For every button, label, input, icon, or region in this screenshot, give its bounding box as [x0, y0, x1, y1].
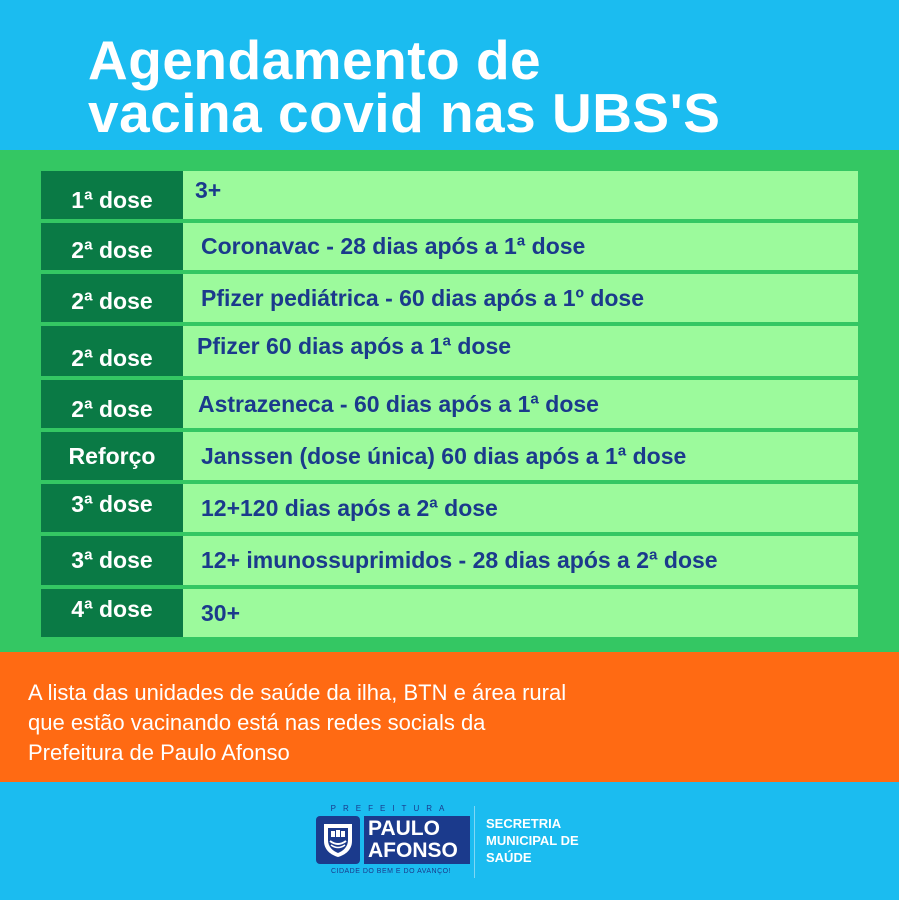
notice-line-3: Prefeitura de Paulo Afonso [28, 740, 290, 765]
table-row: 2ª dose Pfizer 60 dias após a 1ª dose [39, 324, 860, 378]
dose-cell: 3ª dose [41, 484, 183, 532]
dose-cell: 2ª dose [41, 223, 183, 270]
description-cell: Pfizer pediátrica - 60 dias após a 1º do… [183, 274, 858, 322]
footer-divider [474, 806, 475, 878]
secretaria-label: SECRETRIA MUNICIPAL DE SAÚDE [486, 815, 579, 866]
dose-cell: 1ª dose [41, 171, 183, 219]
description-cell: 3+ [183, 171, 858, 219]
dose-cell: 3ª dose [41, 536, 183, 585]
notice-line-2: que estão vacinando está nas redes socia… [28, 710, 486, 735]
table-row: 2ª dose Pfizer pediátrica - 60 dias após… [39, 272, 860, 324]
description-cell: Coronavac - 28 dias após a 1ª dose [183, 223, 858, 270]
description-cell: Janssen (dose única) 60 dias após a 1ª d… [183, 432, 858, 480]
table-row: Reforço Janssen (dose única) 60 dias apó… [39, 430, 860, 482]
description-cell: Pfizer 60 dias após a 1ª dose [183, 326, 858, 376]
description-cell: 12+ imunossuprimidos - 28 dias após a 2ª… [183, 536, 858, 585]
notice-banner [0, 652, 899, 782]
dose-cell: 4ª dose [41, 589, 183, 637]
header-banner [0, 0, 899, 150]
title-line-1: Agendamento de [88, 29, 542, 91]
dose-cell: Reforço [41, 432, 183, 480]
logo-name-line-2: AFONSO [368, 839, 458, 862]
table-row: 3ª dose 12+ imunossuprimidos - 28 dias a… [39, 534, 860, 587]
page-title: Agendamento de vacina covid nas UBS'S [88, 29, 721, 144]
logo-top-text: PREFEITURA [330, 804, 452, 813]
table-row: 2ª dose Astrazeneca - 60 dias após a 1ª … [39, 378, 860, 430]
logo-slogan: CIDADE DO BEM E DO AVANÇO! [330, 868, 452, 875]
dose-cell: 2ª dose [41, 274, 183, 322]
title-line-2: vacina covid nas UBS'S [88, 82, 721, 144]
table-row: 2ª dose Coronavac - 28 dias após a 1ª do… [39, 221, 860, 272]
description-cell: 30+ [183, 589, 858, 637]
table-row: 4ª dose 30+ [39, 587, 860, 639]
secretaria-line-2: MUNICIPAL DE [486, 833, 579, 848]
notice-line-1: A lista das unidades de saúde da ilha, B… [28, 680, 567, 705]
secretaria-line-3: SAÚDE [486, 850, 532, 865]
dose-cell: 2ª dose [41, 326, 183, 376]
prefeitura-logo: PREFEITURA PAULO AFONSO CIDADE DO BEM E … [312, 804, 470, 882]
description-cell: Astrazeneca - 60 dias após a 1ª dose [183, 380, 858, 428]
table-row: 1ª dose 3+ [39, 169, 860, 221]
crest-icon [316, 816, 360, 864]
secretaria-line-1: SECRETRIA [486, 816, 562, 831]
description-cell: 12+120 dias após a 2ª dose [183, 484, 858, 532]
logo-name-line-1: PAULO [368, 817, 440, 840]
logo-name: PAULO AFONSO [364, 816, 470, 864]
notice-text: A lista das unidades de saúde da ilha, B… [28, 678, 848, 768]
dose-cell: 2ª dose [41, 380, 183, 428]
table-row: 3ª dose 12+120 dias após a 2ª dose [39, 482, 860, 534]
